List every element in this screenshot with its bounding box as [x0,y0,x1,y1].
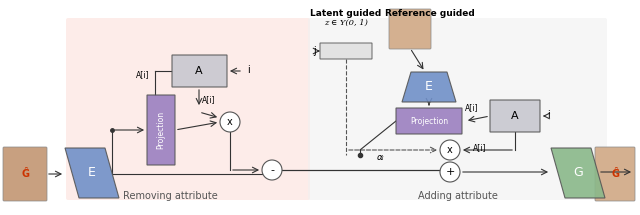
Polygon shape [402,72,456,102]
Circle shape [440,162,460,182]
Text: Projection: Projection [157,111,166,149]
Text: x: x [227,117,233,127]
Text: z ∈ Υ(0, 1): z ∈ Υ(0, 1) [324,19,368,27]
Text: -: - [270,165,274,175]
Text: A: A [511,111,519,121]
FancyBboxPatch shape [396,108,462,134]
Text: Ĝ: Ĝ [21,169,29,179]
FancyBboxPatch shape [595,147,635,201]
Text: j: j [313,46,316,56]
Text: A[i]: A[i] [473,143,487,152]
FancyBboxPatch shape [308,18,607,200]
FancyBboxPatch shape [389,9,431,49]
Text: αₗ: αₗ [376,154,384,163]
FancyBboxPatch shape [147,95,175,165]
FancyBboxPatch shape [66,18,310,200]
Text: Removing attribute: Removing attribute [123,191,218,201]
FancyBboxPatch shape [172,55,227,87]
Text: A[i]: A[i] [465,103,479,112]
Polygon shape [65,148,119,198]
Text: A[i]: A[i] [202,95,216,104]
Text: Projection: Projection [410,117,448,126]
Text: Latent guided: Latent guided [310,9,381,17]
Text: i: i [246,65,250,75]
FancyBboxPatch shape [3,147,47,201]
Text: +: + [445,167,454,177]
Text: Ĝ: Ĝ [611,169,619,179]
Text: A: A [195,66,203,76]
FancyBboxPatch shape [490,100,540,132]
Text: i: i [548,110,550,120]
Circle shape [220,112,240,132]
Text: E: E [88,166,96,180]
Text: E: E [425,80,433,94]
Text: G: G [573,166,583,180]
Circle shape [262,160,282,180]
FancyBboxPatch shape [320,43,372,59]
Text: A[i]: A[i] [136,71,150,80]
Circle shape [440,140,460,160]
Text: Reference guided: Reference guided [385,9,475,17]
Polygon shape [551,148,605,198]
Text: Adding attribute: Adding attribute [418,191,498,201]
Text: x: x [447,145,453,155]
